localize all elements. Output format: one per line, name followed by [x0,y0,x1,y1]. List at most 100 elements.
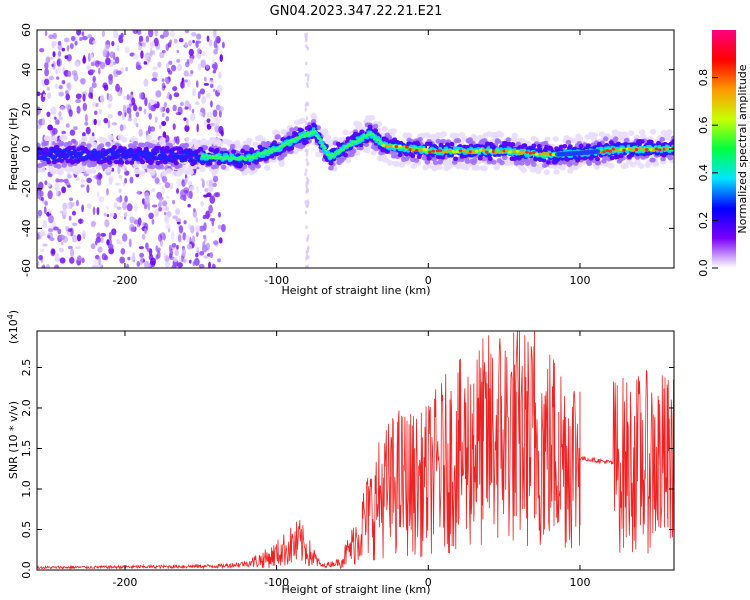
spectrogram-hot-spot [521,150,526,154]
spectrogram-noise-blob [59,106,66,111]
spectrogram-ridge-blob [652,161,659,167]
spectrogram-ridge-blob [52,158,57,162]
spectrogram-ridge-blob [249,147,255,152]
spectrogram-noise-blob [201,95,207,104]
spectrogram-noise-blob [213,48,218,55]
spectrogram-noise-blob [149,41,155,48]
spectrogram-noise-blob [132,252,136,260]
spectrogram-ridge-blob [93,155,98,159]
spectrogram-noise-blob [195,225,201,233]
spectrogram-noise-blob [90,69,96,73]
spectrogram-noise-blob [219,54,223,62]
spectrogram-noise-blob [201,51,206,57]
spectrogram-noise-blob [89,40,92,45]
spectrogram-ridge-blob [133,168,141,175]
spectrogram-hot-spot [538,152,543,156]
spectrogram-ridge-blob [76,157,81,162]
spectrogram-noise-blob [145,242,149,250]
spectrogram-hot-spot [405,145,409,149]
spectrogram-noise-blob [200,201,205,207]
spectrogram-x-tick-label: 100 [569,274,590,287]
spectrogram-noise-blob [161,200,168,207]
spectrogram-ridge-blob [205,153,209,157]
spectrogram-noise-blob [117,110,123,116]
spectrogram-ridge-blob [243,168,250,174]
spectrogram-noise-blob [304,172,307,177]
spectrogram-ridge-blob [102,156,107,161]
spectrogram-noise-blob [195,80,199,88]
spectrogram-noise-blob [213,30,217,38]
spectrogram-noise-blob [87,34,93,39]
spectrogram-noise-blob [90,243,96,250]
spectrogram-noise-blob [130,226,136,232]
spectrogram-noise-blob [81,204,84,213]
spectrogram-noise-blob [174,249,179,257]
spectrogram-ridge-blob [257,154,261,158]
spectrogram-noise-blob [71,234,78,243]
spectrogram-ridge-blob [322,144,326,147]
spectrogram-hot-spot [512,150,517,154]
spectrogram-noise-blob [51,40,57,47]
spectrogram-ridge-blob [89,135,96,142]
spectrogram-noise-blob [129,216,135,224]
spectrogram-ridge-blob [151,139,158,146]
spectrogram-ridge-blob [345,157,352,164]
spectrogram-noise-blob [141,233,146,240]
snr-series-line [37,331,674,570]
spectrogram-noise-blob [137,189,140,195]
spectrogram-ridge-blob [324,149,328,153]
spectrogram-noise-blob [173,256,178,263]
spectrogram-noise-blob [151,204,158,208]
spectrogram-noise-blob [196,185,199,194]
spectrogram-noise-blob [210,100,213,108]
spectrogram-noise-blob [305,183,308,188]
spectrogram-ridge-blob [70,145,76,150]
spectrogram-noise-blob [154,116,158,123]
spectrogram-noise-blob [98,108,103,115]
spectrogram-noise-blob [60,241,64,246]
spectrogram-noise-blob [187,40,192,47]
spectrogram-ridge-blob [370,149,377,156]
spectrogram-noise-blob [52,127,58,135]
spectrogram-ridge-blob [474,164,481,171]
spectrogram-ridge-blob [39,166,46,173]
spectrogram-hot-spot [614,149,619,153]
spectrogram-ridge-blob [286,142,290,146]
spectrogram-noise-blob [115,70,122,75]
spectrogram-ridge-blob [342,152,348,158]
spectrogram-noise-blob [187,203,191,208]
spectrogram-noise-blob [125,66,129,72]
spectrogram-ridge-blob [631,142,636,147]
spectrogram-ridge-blob [64,148,69,153]
spectrogram-noise-blob [176,49,179,54]
spectrogram-noise-blob [44,62,49,69]
spectrogram-noise-blob [175,112,182,116]
spectrogram-ridge-blob [417,136,423,143]
spectrogram-ridge-blob [613,152,618,156]
spectrogram-ridge-blob [577,136,584,143]
spectrogram-noise-blob [195,231,199,238]
spectrogram-noise-blob [121,112,125,121]
spectrogram-noise-blob [306,46,310,51]
spectrogram-ridge-blob [483,144,488,149]
spectrogram-noise-blob [168,60,173,66]
spectrogram-ridge-blob [105,141,111,147]
spectrogram-noise-blob [184,177,188,184]
spectrogram-noise-blob [307,73,310,78]
spectrogram-hot-spot [441,150,446,154]
spectrogram-noise-blob [157,196,164,201]
spectrogram-ridge-blob [102,163,109,170]
spectrogram-ridge-blob [440,155,446,160]
spectrogram-hot-spot [658,148,662,152]
spectrogram-noise-blob [138,246,144,250]
spectrogram-ridge-blob [213,157,217,160]
spectrogram-noise-blob [76,30,82,36]
spectrogram-ridge-blob [159,149,164,154]
spectrogram-ridge-blob [518,137,526,144]
spectrogram-noise-blob [51,248,56,255]
spectrogram-ridge-blob [660,156,666,162]
spectrogram-ridge-blob [37,156,41,161]
spectrogram-noise-blob [162,131,167,139]
spectrogram-noise-blob [145,35,150,43]
